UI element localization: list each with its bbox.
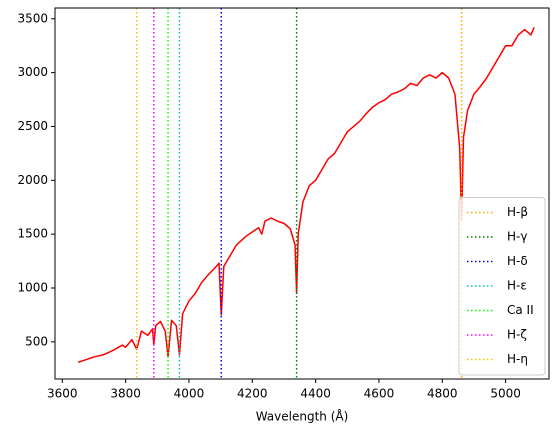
legend-label: H-β (507, 205, 528, 219)
x-tick-label: 5000 (490, 387, 521, 401)
y-tick-label: 1500 (17, 227, 48, 241)
legend-label: H-δ (507, 254, 528, 268)
y-tick-label: 3000 (17, 65, 48, 79)
legend-label: H-ζ (507, 328, 527, 342)
legend-label: Ca II (507, 303, 534, 317)
legend-box (458, 197, 546, 376)
x-tick-label: 4600 (364, 387, 395, 401)
y-tick-label: 500 (25, 334, 48, 348)
y-tick-label: 2000 (17, 173, 48, 187)
legend-label: H-η (507, 352, 528, 366)
axes-frame (54, 7, 550, 380)
x-tick-label: 4200 (237, 387, 268, 401)
x-tick-label: 3600 (47, 387, 78, 401)
y-tick-label: 1000 (17, 281, 48, 295)
y-tick-label: 2500 (17, 119, 48, 133)
x-tick-label: 4400 (300, 387, 331, 401)
legend-label: H-ε (507, 279, 527, 293)
legend-label: H-γ (507, 230, 527, 244)
x-tick-label: 4800 (427, 387, 458, 401)
y-tick-label: 3500 (17, 11, 48, 25)
x-tick-label: 3800 (110, 387, 141, 401)
x-tick-label: 4000 (174, 387, 205, 401)
x-axis-label: Wavelength (Å) (256, 409, 349, 424)
